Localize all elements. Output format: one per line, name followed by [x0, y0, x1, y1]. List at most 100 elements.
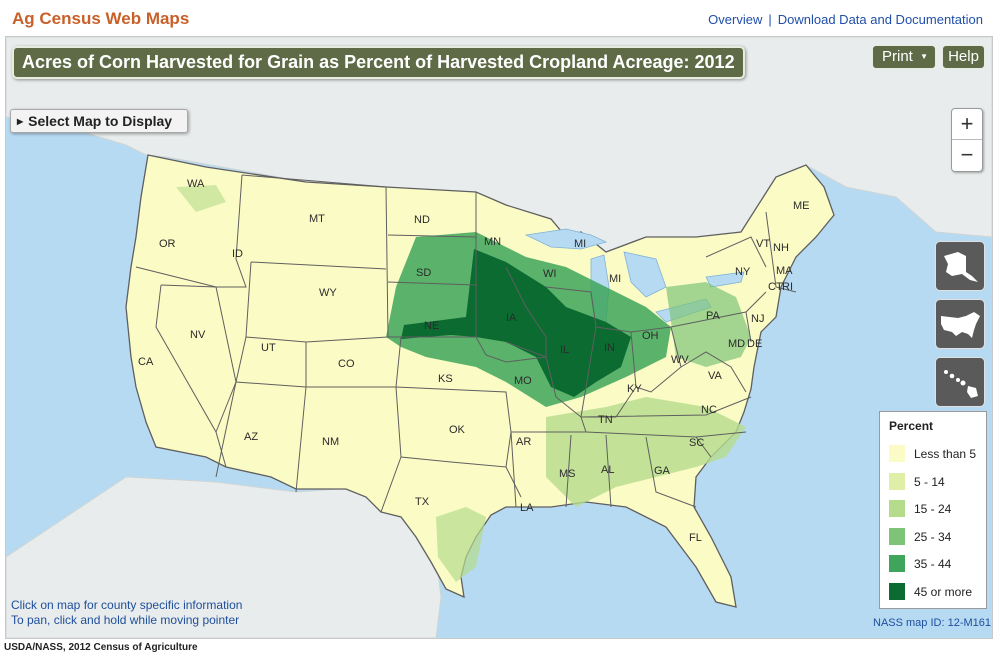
overview-link[interactable]: Overview — [708, 12, 763, 27]
lake-superior — [524, 228, 608, 250]
legend: Percent Less than 5 5 - 14 15 - 24 25 - … — [879, 411, 987, 609]
state-labels: WA OR ID MT ND MN WI MI MI ME VT NH NY M… — [138, 178, 810, 544]
alaska-icon — [944, 252, 978, 282]
state-label: NE — [424, 320, 439, 332]
top-links: Overview | Download Data and Documentation — [708, 12, 983, 27]
state-label: OR — [159, 238, 176, 250]
us-map[interactable]: WA OR ID MT ND MN WI MI MI ME VT NH NY M… — [6, 37, 992, 638]
legend-swatch — [889, 528, 905, 545]
corn-shading — [176, 185, 751, 582]
print-button[interactable]: Print ▼ — [872, 45, 936, 69]
select-map-label: Select Map to Display — [28, 113, 173, 129]
state-label: LA — [520, 502, 534, 514]
state-label: IN — [604, 342, 615, 354]
state-label: MA — [776, 265, 793, 277]
state-label: WA — [187, 178, 205, 190]
state-label: CO — [338, 358, 355, 370]
legend-title: Percent — [889, 419, 934, 433]
state-label: KS — [438, 373, 453, 385]
zoom-out-button[interactable]: − — [960, 142, 974, 167]
state-label: AR — [516, 436, 531, 448]
legend-label: 35 - 44 — [914, 557, 952, 571]
shade-area-15-24 — [546, 397, 746, 507]
shade-area-texas-15-24 — [436, 507, 486, 582]
legend-swatch — [889, 583, 905, 600]
state-label: MN — [484, 236, 501, 248]
select-map-button[interactable]: ▶ Select Map to Display — [10, 109, 188, 133]
state-label: AL — [601, 464, 614, 476]
zoom-divider — [952, 139, 982, 140]
state-label: ND — [414, 214, 430, 226]
hawaii-icon — [944, 370, 978, 398]
state-label: MT — [309, 213, 325, 225]
shade-area-45-plus — [401, 249, 631, 397]
legend-swatch — [889, 473, 905, 490]
state-label: MD — [728, 338, 745, 350]
mexico-land — [6, 476, 442, 638]
map-title: Acres of Corn Harvested for Grain as Per… — [12, 46, 745, 79]
hawaii-inset-button[interactable] — [935, 357, 985, 407]
map-hint-click: Click on map for county specific informa… — [11, 598, 243, 612]
state-label: OK — [449, 424, 466, 436]
conterminous-us-inset-button[interactable] — [935, 299, 985, 349]
state-label: SC — [689, 437, 704, 449]
top-bar: Ag Census Web Maps Overview | Download Dat… — [0, 0, 995, 36]
legend-label: 5 - 14 — [914, 475, 945, 489]
zoom-control: + − — [951, 108, 983, 172]
state-label: WI — [543, 268, 556, 280]
state-label: KY — [627, 383, 642, 395]
legend-label: 25 - 34 — [914, 530, 952, 544]
state-label: SD — [416, 267, 431, 279]
state-label: TN — [598, 414, 613, 426]
state-label: AZ — [244, 431, 258, 443]
lake-huron — [623, 251, 667, 298]
triangle-right-icon: ▶ — [17, 117, 24, 126]
state-label: NM — [322, 436, 339, 448]
state-label: CA — [138, 356, 154, 368]
state-label: VT — [756, 238, 770, 250]
map-hint-pan: To pan, click and hold while moving poin… — [11, 613, 240, 627]
legend-swatch — [889, 445, 905, 462]
print-button-label: Print — [882, 48, 913, 65]
zoom-in-button[interactable]: + — [960, 111, 974, 136]
shade-area-25-34 — [666, 282, 751, 367]
help-button[interactable]: Help — [942, 45, 985, 69]
chevron-down-icon: ▼ — [920, 52, 928, 61]
state-label: IL — [560, 344, 569, 356]
state-label: NH — [773, 242, 789, 254]
legend-swatch — [889, 500, 905, 517]
map-viewport[interactable]: WA OR ID MT ND MN WI MI MI ME VT NH NY M… — [5, 36, 993, 639]
state-label: MS — [559, 468, 576, 480]
state-label: TX — [415, 496, 430, 508]
state-label: OH — [642, 330, 659, 342]
source-credit: USDA/NASS, 2012 Census of Agriculture — [4, 642, 198, 653]
link-separator: | — [768, 12, 772, 27]
state-label: DE — [747, 338, 762, 350]
state-label: CT — [768, 281, 783, 293]
state-label: NJ — [751, 313, 764, 325]
state-label: PA — [706, 310, 721, 322]
state-label: MI — [574, 238, 586, 250]
state-label: UT — [261, 342, 276, 354]
state-label: GA — [654, 465, 671, 477]
state-label: WV — [671, 354, 689, 366]
state-label: RI — [782, 281, 793, 293]
state-label: VA — [708, 370, 723, 382]
download-data-link[interactable]: Download Data and Documentation — [777, 12, 983, 27]
state-label: NY — [735, 266, 751, 278]
alaska-inset-button[interactable] — [935, 241, 985, 291]
state-label: WY — [319, 287, 337, 299]
state-label: IA — [506, 312, 517, 324]
shade-area-washington-15-24 — [176, 185, 226, 212]
state-label: MI — [609, 273, 621, 285]
state-label: NC — [701, 404, 717, 416]
legend-swatch — [889, 555, 905, 572]
state-borders — [135, 174, 797, 513]
legend-label: Less than 5 — [914, 447, 977, 461]
state-label: MO — [514, 375, 532, 387]
map-id: NASS map ID: 12-M161 — [873, 617, 991, 629]
state-label: ME — [793, 200, 810, 212]
conterminous-us-icon — [941, 312, 980, 338]
app-title: Ag Census Web Maps — [12, 9, 190, 28]
state-label: NV — [190, 329, 206, 341]
